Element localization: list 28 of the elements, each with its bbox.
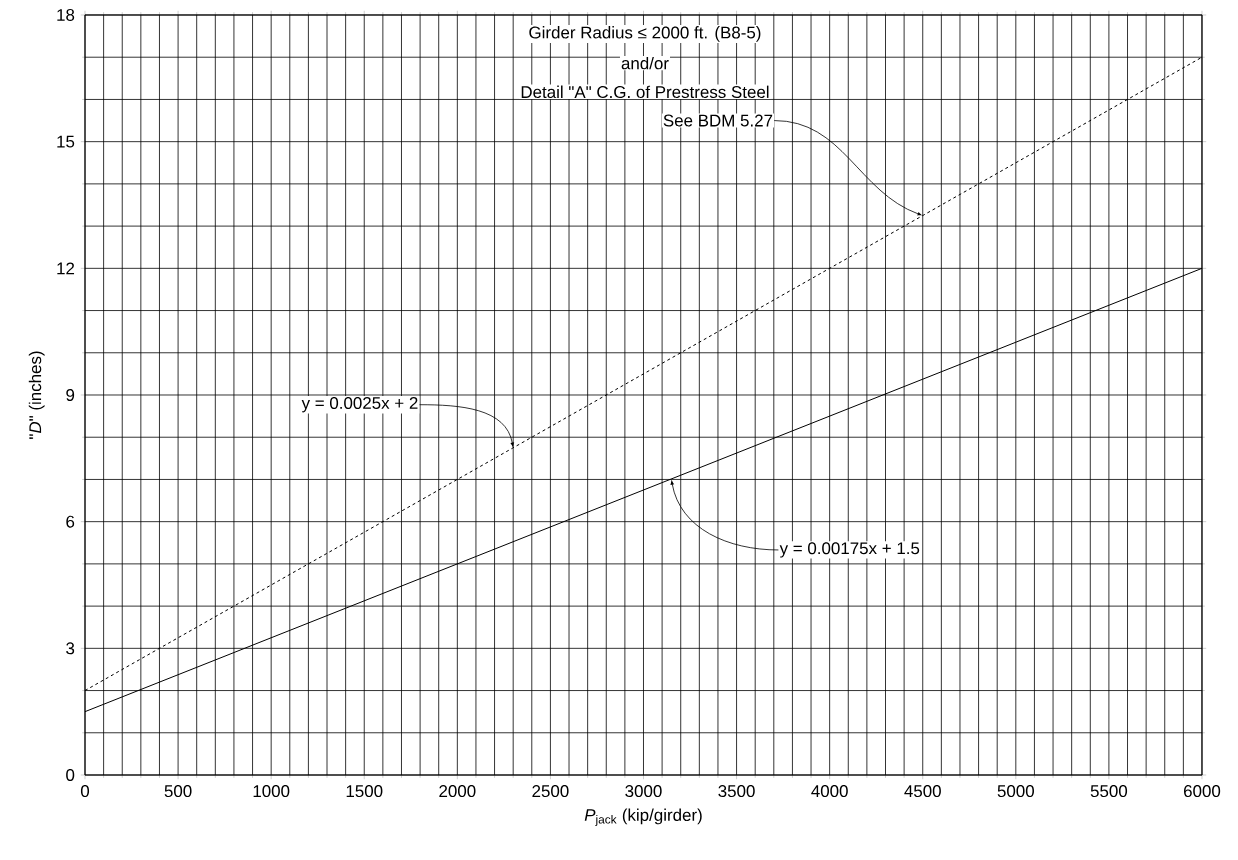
annotation: y = 0.0025x + 2: [301, 397, 418, 413]
annotation: Girder Radius ≤ 2000 ft. (B8-5): [529, 26, 761, 42]
x-tick-label: 500: [164, 785, 192, 798]
x-tick-label: 1000: [253, 785, 290, 798]
y-tick-label: 9: [66, 389, 75, 401]
annotation: Detail "A" C.G. of Prestress Steel: [521, 85, 769, 99]
y-tick-label: 18: [57, 8, 75, 21]
x-tick-label: 4000: [811, 785, 848, 798]
x-tick-label: 6000: [1184, 785, 1221, 798]
x-axis-title: P$_{jack}$ (kip/girder): [584, 808, 702, 826]
x-tick-label: 5500: [1090, 785, 1128, 798]
y-tick-label: 0: [66, 769, 75, 781]
y-axis-title: "D" (inches): [28, 351, 45, 439]
y-tick-label: 3: [66, 642, 75, 655]
y-tick-label: 12: [57, 262, 75, 275]
x-tick-label: 0: [80, 785, 90, 798]
annotation: y = 0.00175x + 1.5: [779, 542, 920, 558]
x-tick-label: 3000: [625, 785, 662, 798]
x-tick-label: 4500: [904, 785, 941, 798]
x-tick-label: 1500: [346, 785, 383, 798]
annotation: and/or: [621, 56, 669, 70]
x-tick-label: 2500: [532, 785, 569, 798]
x-tick-label: 2000: [439, 785, 476, 798]
x-tick-label: 3500: [718, 785, 755, 798]
y-tick-label: 6: [66, 515, 75, 528]
y-tick-label: 15: [57, 135, 75, 148]
x-tick-label: 5000: [997, 785, 1034, 798]
annotation: See BDM 5.27: [663, 114, 773, 127]
